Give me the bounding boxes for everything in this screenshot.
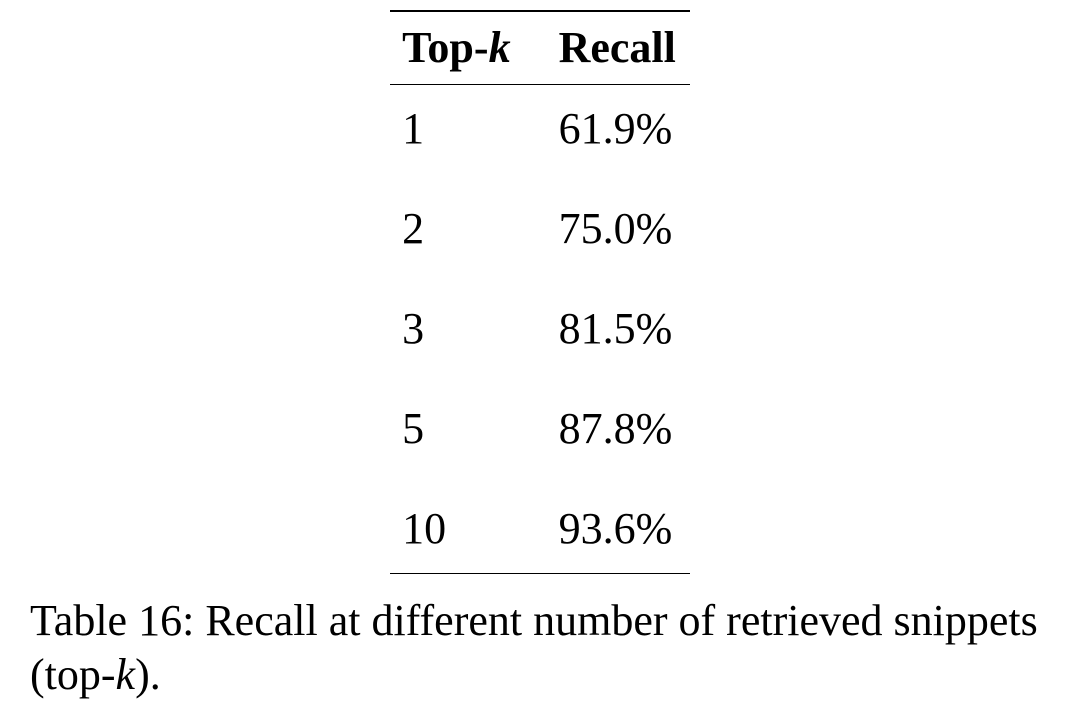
table-header-row: Top-k Recall [390,11,690,85]
cell-topk: 5 [390,379,558,479]
cell-recall: 93.6% [559,479,690,574]
cell-topk: 3 [390,279,558,379]
caption-body-after-k: ). [135,650,161,699]
col-header-recall: Recall [559,11,690,85]
col-header-topk-var: k [489,23,511,72]
recall-table: Top-k Recall 1 61.9% 2 75.0% 3 81.5% 5 8… [390,10,690,574]
table-row: 10 93.6% [390,479,690,574]
cell-recall: 61.9% [559,85,690,180]
table-caption: Table 16: Recall at different number of … [30,594,1050,701]
cell-recall: 81.5% [559,279,690,379]
col-header-topk-prefix: Top- [402,23,488,72]
cell-recall: 87.8% [559,379,690,479]
col-header-topk: Top-k [390,11,558,85]
table-row: 5 87.8% [390,379,690,479]
table-row: 1 61.9% [390,85,690,180]
cell-topk: 1 [390,85,558,180]
cell-topk: 10 [390,479,558,574]
cell-recall: 75.0% [559,179,690,279]
cell-topk: 2 [390,179,558,279]
caption-prefix: Table 16: [30,596,205,645]
page: Top-k Recall 1 61.9% 2 75.0% 3 81.5% 5 8… [0,0,1080,728]
table-row: 3 81.5% [390,279,690,379]
table-row: 2 75.0% [390,179,690,279]
caption-k: k [116,650,136,699]
